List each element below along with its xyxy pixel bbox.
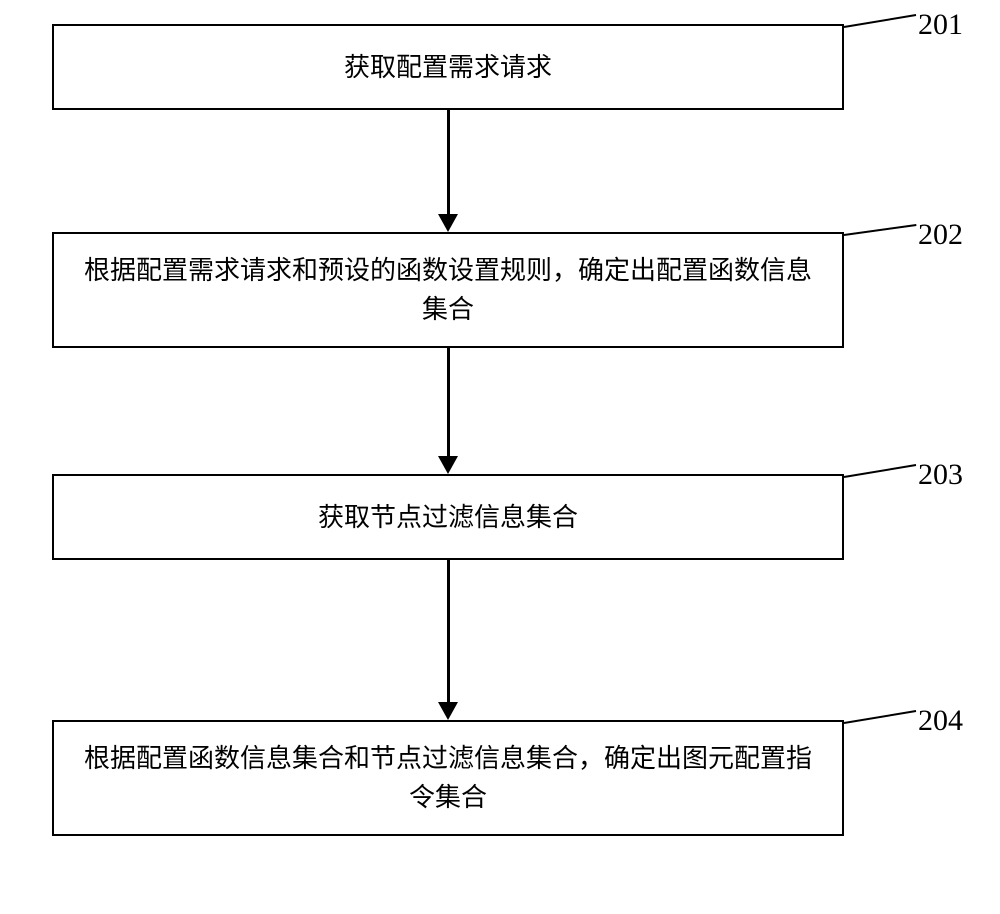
flowchart-container: 获取配置需求请求 201 根据配置需求请求和预设的函数设置规则，确定出配置函数信息集… [0, 0, 1000, 914]
arrow-line [447, 110, 450, 214]
node-label-n3: 203 [918, 458, 963, 492]
arrow-line [447, 560, 450, 702]
node-label-n4: 204 [918, 704, 963, 738]
flowchart-node-n2: 根据配置需求请求和预设的函数设置规则，确定出配置函数信息集合 [52, 232, 844, 348]
arrow-head-icon [438, 702, 458, 720]
node-label-n1: 201 [918, 8, 963, 42]
leader-line [844, 710, 916, 724]
flowchart-node-n4: 根据配置函数信息集合和节点过滤信息集合，确定出图元配置指令集合 [52, 720, 844, 836]
arrow-line [447, 348, 450, 456]
leader-line [844, 224, 916, 236]
leader-line [844, 14, 916, 28]
node-text: 根据配置函数信息集合和节点过滤信息集合，确定出图元配置指令集合 [74, 739, 822, 817]
flowchart-node-n3: 获取节点过滤信息集合 [52, 474, 844, 560]
flowchart-node-n1: 获取配置需求请求 [52, 24, 844, 110]
arrow-head-icon [438, 456, 458, 474]
node-label-n2: 202 [918, 218, 963, 252]
node-text: 获取配置需求请求 [344, 48, 552, 87]
leader-line [844, 464, 916, 478]
node-text: 获取节点过滤信息集合 [318, 498, 578, 537]
node-text: 根据配置需求请求和预设的函数设置规则，确定出配置函数信息集合 [74, 251, 822, 329]
arrow-head-icon [438, 214, 458, 232]
